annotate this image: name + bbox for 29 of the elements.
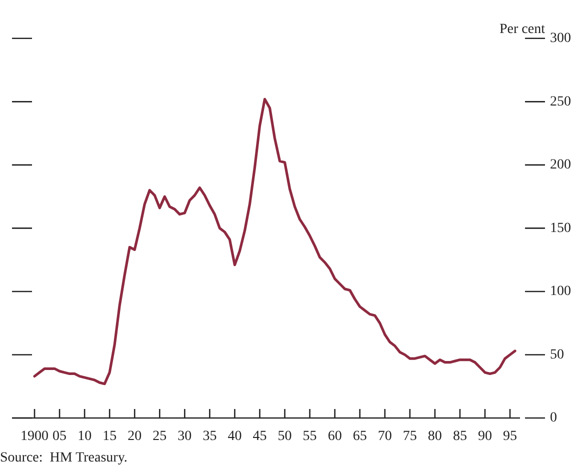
x-tick-label: 05 (52, 429, 67, 444)
x-tick-label: 55 (302, 429, 317, 444)
y-tick-label: 150 (550, 220, 571, 236)
x-tick-label: 90 (478, 429, 492, 444)
x-tick-label: 25 (152, 429, 167, 444)
x-tick-label: 95 (502, 429, 517, 444)
x-tick-label: 15 (102, 429, 117, 444)
x-tick-label: 45 (252, 429, 267, 444)
x-tick-label: 85 (452, 429, 467, 444)
x-tick-label: 50 (278, 429, 292, 444)
x-tick-label: 30 (178, 429, 192, 444)
x-tick-label: 1900 (20, 429, 49, 444)
x-tick-label: 20 (128, 429, 142, 444)
y-axis-title: Per cent (500, 22, 546, 38)
x-tick-label: 70 (378, 429, 392, 444)
x-tick-label: 65 (352, 429, 367, 444)
source-note: Source: HM Treasury. (0, 450, 128, 466)
x-tick-label: 10 (78, 429, 92, 444)
x-tick-label: 75 (402, 429, 417, 444)
y-tick-label: 300 (550, 31, 571, 46)
x-tick-label: 40 (228, 429, 242, 444)
y-tick-label: 50 (550, 347, 564, 362)
x-tick-label: 60 (328, 429, 342, 444)
x-tick-label: 80 (428, 429, 442, 444)
y-tick-label: 100 (550, 284, 571, 300)
y-tick-label: 250 (550, 94, 571, 110)
y-tick-label: 200 (550, 158, 571, 173)
y-tick-label: 0 (550, 410, 557, 426)
x-tick-label: 35 (202, 429, 217, 444)
